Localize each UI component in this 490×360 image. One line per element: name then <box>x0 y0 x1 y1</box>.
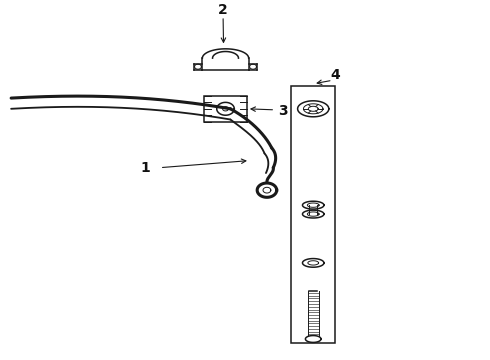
Text: 3: 3 <box>278 104 288 118</box>
Bar <box>204 96 247 122</box>
Text: 2: 2 <box>218 3 228 17</box>
Bar <box>291 86 335 343</box>
Text: 1: 1 <box>140 161 150 175</box>
Text: 4: 4 <box>330 68 340 82</box>
